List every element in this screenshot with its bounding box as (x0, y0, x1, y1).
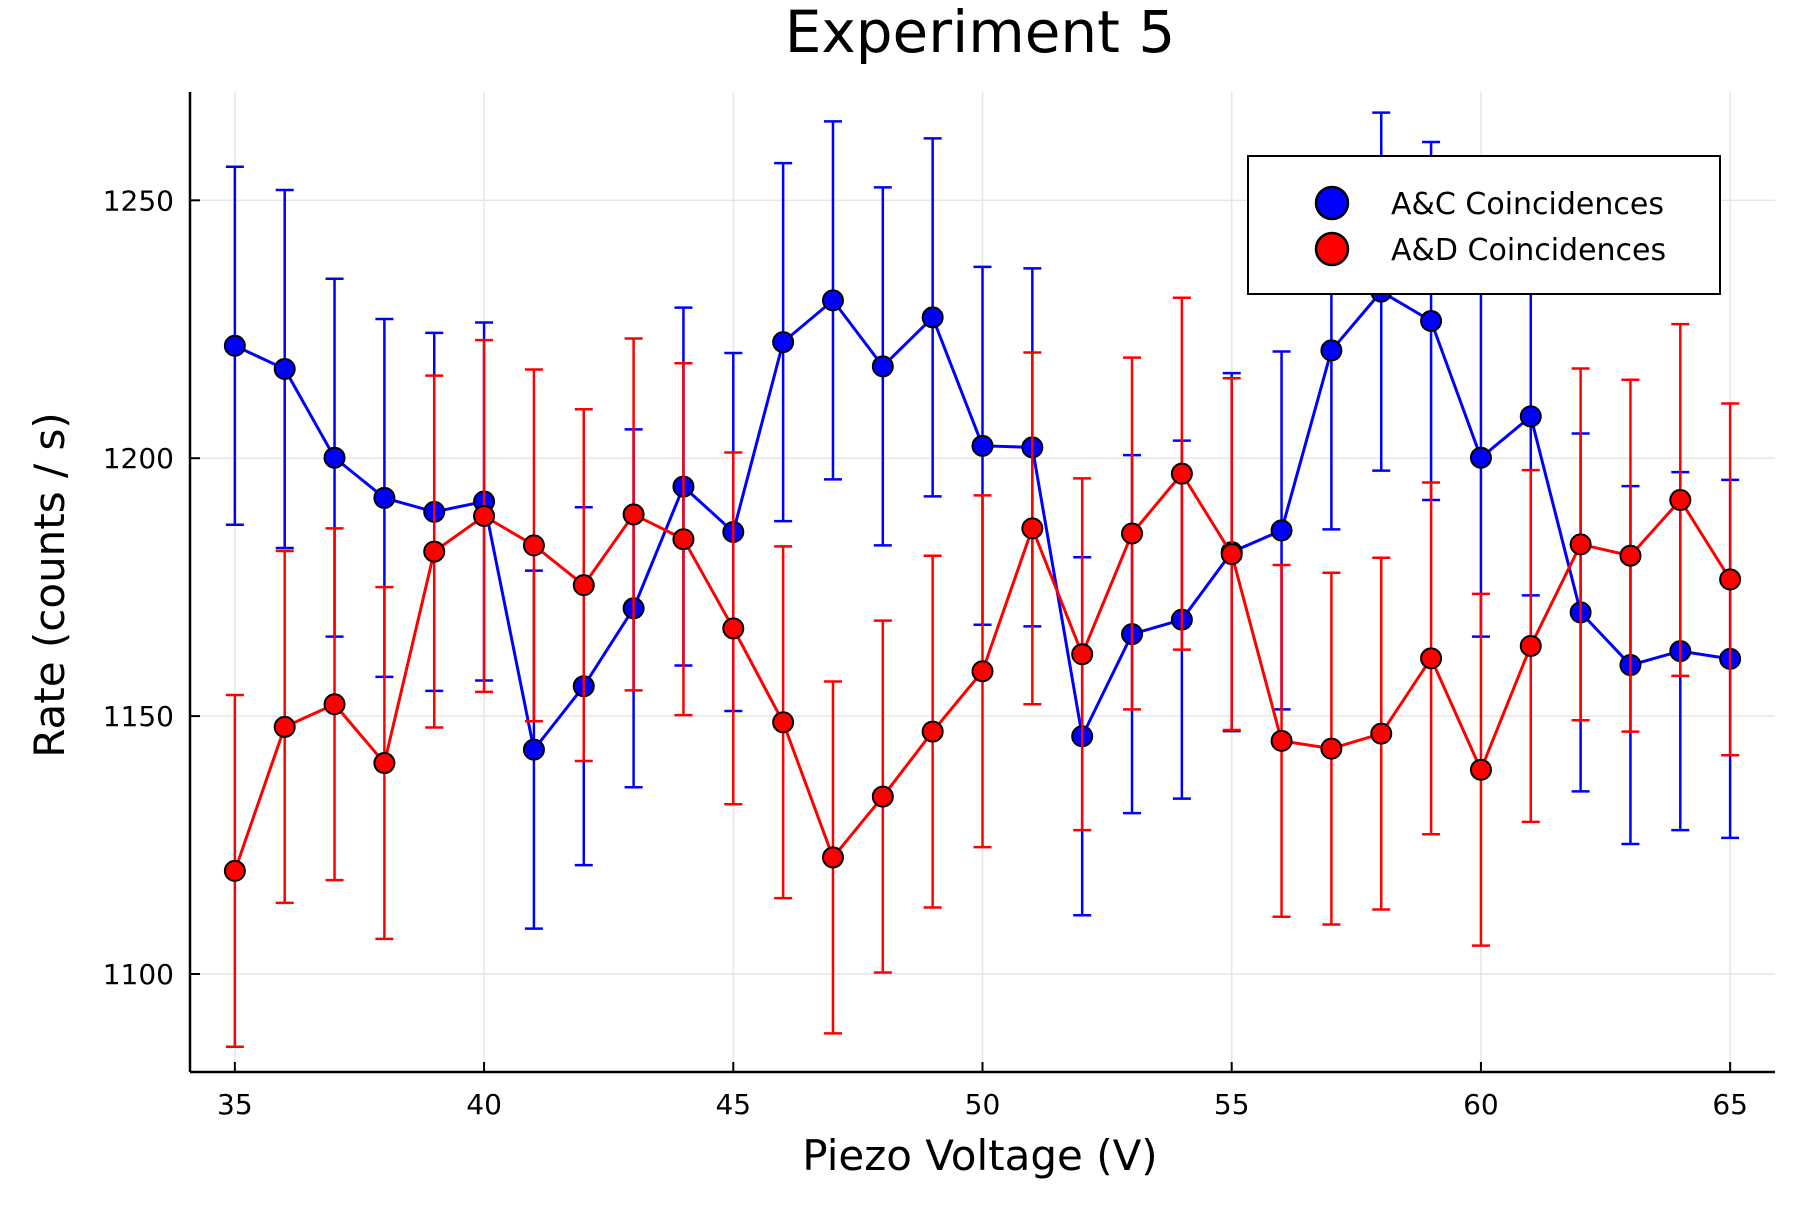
data-point (1669, 488, 1692, 511)
data-point (1420, 647, 1443, 670)
data-point (323, 446, 346, 469)
data-point (921, 720, 944, 743)
data-point (473, 504, 496, 527)
x-tick-label: 40 (466, 1088, 502, 1121)
data-point (1320, 339, 1343, 362)
data-point (921, 306, 944, 329)
y-tick-label: 1150 (103, 700, 174, 733)
data-point (871, 785, 894, 808)
data-point (971, 434, 994, 457)
data-point (1719, 568, 1742, 591)
data-point (1320, 737, 1343, 760)
legend-marker (1314, 231, 1350, 267)
data-point (223, 859, 246, 882)
data-point (572, 574, 595, 597)
data-point (971, 660, 994, 683)
data-point (1270, 519, 1293, 542)
chart-title: Experiment 5 (785, 0, 1175, 66)
data-point (772, 331, 795, 354)
data-point (273, 715, 296, 738)
x-axis-label: Piezo Voltage (V) (802, 1131, 1157, 1180)
data-point (522, 738, 545, 761)
data-point (1469, 446, 1492, 469)
data-point (1071, 643, 1094, 666)
data-point (772, 711, 795, 734)
y-tick-label: 1200 (103, 442, 174, 475)
x-tick-label: 45 (715, 1088, 751, 1121)
data-point (622, 503, 645, 526)
data-point (1469, 758, 1492, 781)
data-point (1220, 543, 1243, 566)
data-point (522, 534, 545, 557)
data-point (871, 355, 894, 378)
data-point (1569, 533, 1592, 556)
data-point (1121, 522, 1144, 545)
data-point (373, 486, 396, 509)
x-tick-label: 65 (1712, 1088, 1748, 1121)
series-2 (223, 296, 1742, 1048)
data-point (1270, 729, 1293, 752)
data-point (273, 357, 296, 380)
data-point (323, 693, 346, 716)
data-point (373, 752, 396, 775)
x-tick-label: 60 (1463, 1088, 1499, 1121)
y-axis-label: Rate (counts / s) (25, 412, 74, 758)
data-point (1170, 462, 1193, 485)
x-tick-label: 55 (1214, 1088, 1250, 1121)
data-point (821, 846, 844, 869)
data-point (1619, 544, 1642, 567)
data-point (821, 289, 844, 312)
legend-box (1247, 155, 1721, 295)
legend-label: A&D Coincidences (1391, 233, 1666, 268)
data-point (1370, 722, 1393, 745)
legend-marker (1314, 185, 1350, 221)
legend-label: A&C Coincidences (1391, 187, 1664, 222)
y-tick-label: 1100 (103, 958, 174, 991)
data-point (1420, 310, 1443, 333)
data-point (1021, 517, 1044, 540)
data-point (1519, 405, 1542, 428)
y-tick-label: 1250 (103, 184, 174, 217)
x-tick-label: 50 (965, 1088, 1001, 1121)
legend: A&C Coincidences A&D Coincidences (1247, 155, 1721, 295)
x-tick-label: 35 (217, 1088, 253, 1121)
data-point (223, 334, 246, 357)
data-point (1519, 634, 1542, 657)
data-point (672, 528, 695, 551)
data-point (423, 540, 446, 563)
axes-layer: 35 40 45 50 55 60 65 1100 1150 1200 1250 (103, 92, 1775, 1121)
data-point (722, 617, 745, 640)
